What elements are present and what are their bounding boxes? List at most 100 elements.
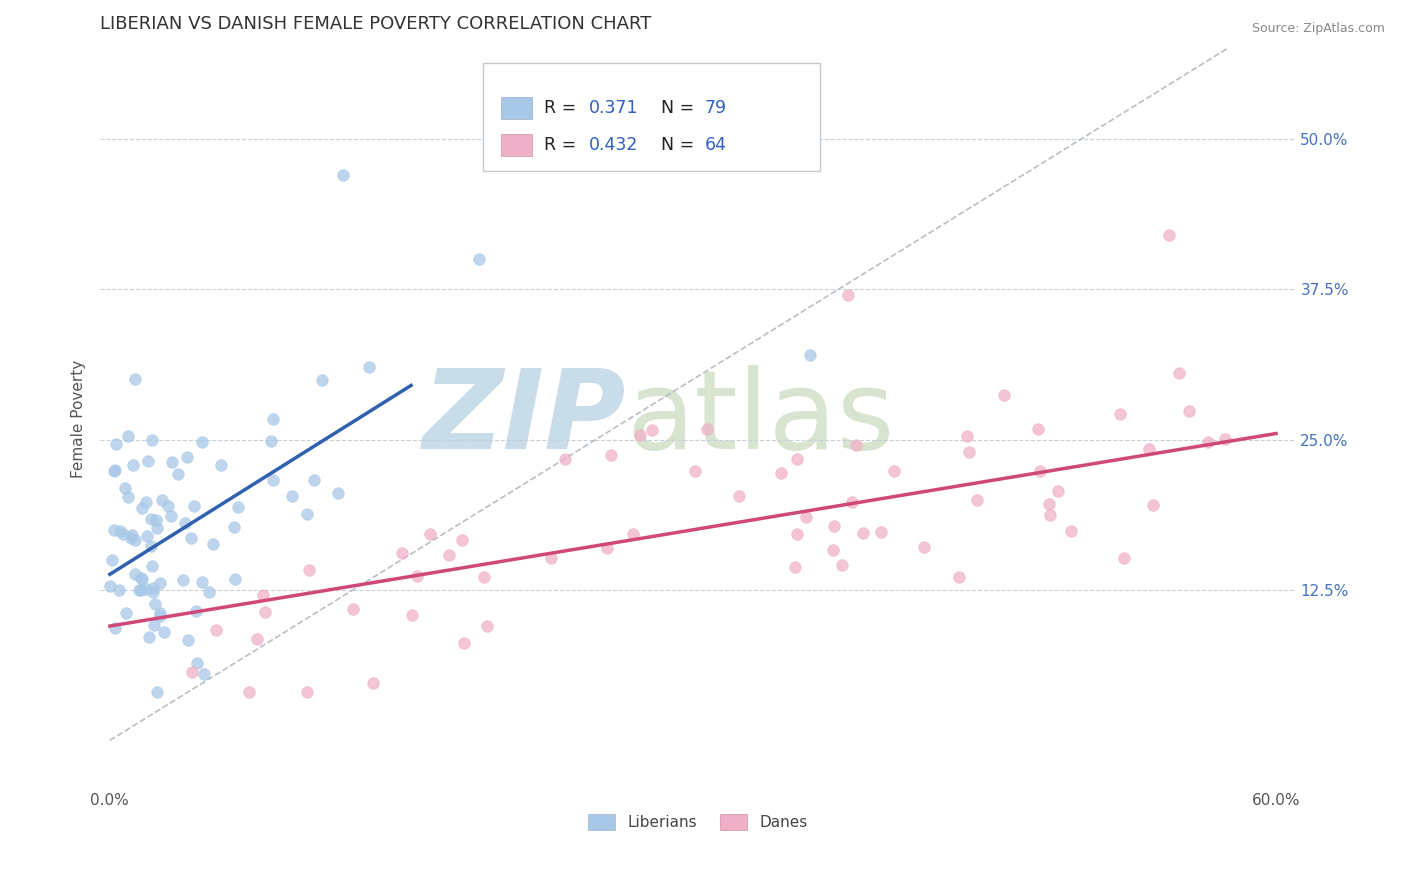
Text: 79: 79 <box>704 99 727 117</box>
Point <box>845 437 868 451</box>
Y-axis label: Female Poverty: Female Poverty <box>72 359 86 477</box>
Point <box>138 630 160 644</box>
Point <box>332 168 354 182</box>
Point <box>205 623 228 637</box>
Point <box>1197 435 1219 450</box>
Point <box>160 509 183 524</box>
Point <box>475 619 498 633</box>
Point <box>112 526 135 541</box>
Point <box>238 685 260 699</box>
Point <box>837 288 859 302</box>
Point <box>121 528 143 542</box>
Point <box>136 529 159 543</box>
Point <box>143 597 166 611</box>
Point <box>262 412 284 426</box>
Point <box>114 481 136 495</box>
Point <box>98 579 121 593</box>
Point <box>948 569 970 583</box>
Point <box>554 452 576 467</box>
Point <box>628 428 651 442</box>
Point <box>297 507 319 521</box>
Point <box>108 524 131 538</box>
Point <box>450 533 472 548</box>
Point <box>124 567 146 582</box>
Point <box>104 463 127 477</box>
Point <box>1142 498 1164 512</box>
Point <box>226 500 249 514</box>
Point <box>246 632 269 647</box>
Point <box>191 434 214 449</box>
Point <box>141 433 163 447</box>
Point <box>621 526 644 541</box>
Point <box>136 454 159 468</box>
Point <box>799 348 821 362</box>
Point <box>167 467 190 482</box>
Point <box>912 540 935 554</box>
Point <box>326 486 349 500</box>
Point <box>149 606 172 620</box>
Point <box>1029 464 1052 478</box>
Point <box>139 511 162 525</box>
Point <box>180 665 202 679</box>
Point <box>1026 422 1049 436</box>
Point <box>100 553 122 567</box>
Point <box>302 473 325 487</box>
Point <box>1059 524 1081 538</box>
Point <box>222 520 245 534</box>
Point <box>1177 404 1199 418</box>
Point <box>103 464 125 478</box>
Point <box>117 429 139 443</box>
Point <box>1109 407 1132 421</box>
Point <box>1039 508 1062 522</box>
Point <box>1038 497 1060 511</box>
Point <box>142 584 165 599</box>
Point <box>180 531 202 545</box>
Point <box>191 574 214 589</box>
Text: Source: ZipAtlas.com: Source: ZipAtlas.com <box>1251 22 1385 36</box>
Point <box>152 492 174 507</box>
Point <box>145 513 167 527</box>
Point <box>311 373 333 387</box>
Point <box>124 533 146 547</box>
Point <box>117 490 139 504</box>
Text: 64: 64 <box>704 136 727 153</box>
Text: 0.371: 0.371 <box>589 99 638 117</box>
Point <box>172 573 194 587</box>
Point <box>135 494 157 508</box>
Point <box>297 685 319 699</box>
Point <box>540 550 562 565</box>
Point <box>149 609 172 624</box>
Point <box>224 572 246 586</box>
Point <box>186 603 208 617</box>
Legend: Liberians, Danes: Liberians, Danes <box>582 808 814 837</box>
Point <box>406 569 429 583</box>
Point <box>129 571 152 585</box>
Point <box>439 549 461 563</box>
Point <box>728 489 751 503</box>
Point <box>1137 442 1160 456</box>
Point <box>198 585 221 599</box>
Point <box>103 523 125 537</box>
Point <box>683 464 706 478</box>
Point <box>641 423 664 437</box>
Point <box>1213 432 1236 446</box>
Point <box>841 494 863 508</box>
Point <box>177 632 200 647</box>
Point <box>162 454 184 468</box>
Point <box>143 617 166 632</box>
Point <box>599 448 621 462</box>
Point <box>131 572 153 586</box>
Point <box>783 560 806 574</box>
Point <box>956 429 979 443</box>
Point <box>260 434 283 449</box>
Point <box>359 359 381 374</box>
Point <box>852 525 875 540</box>
Point <box>993 388 1015 402</box>
Point <box>831 558 853 572</box>
Point <box>120 531 142 545</box>
Point <box>342 602 364 616</box>
Point <box>183 499 205 513</box>
Point <box>153 625 176 640</box>
Point <box>252 588 274 602</box>
FancyBboxPatch shape <box>501 134 531 156</box>
